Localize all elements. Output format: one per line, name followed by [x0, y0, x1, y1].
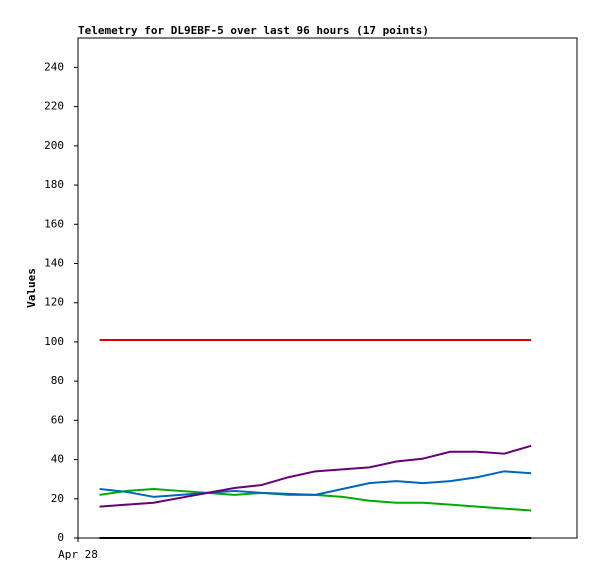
- x-tick-label: Apr 28: [58, 548, 98, 561]
- data-line: [99, 470, 532, 498]
- y-tick-label: 180: [44, 178, 64, 191]
- y-tick-label: 160: [44, 217, 64, 230]
- y-tick-label: 60: [51, 413, 64, 426]
- y-tick-label: 80: [51, 374, 64, 387]
- y-tick-label: 240: [44, 60, 64, 73]
- y-tick-label: 20: [51, 492, 64, 505]
- y-tick-label: 200: [44, 139, 64, 152]
- y-tick-label: 120: [44, 296, 64, 309]
- y-tick-label: 0: [57, 531, 64, 544]
- y-tick-label: 140: [44, 256, 64, 269]
- data-line: [99, 444, 532, 508]
- y-tick-label: 100: [44, 335, 64, 348]
- y-tick-label: 40: [51, 453, 64, 466]
- chart-title: Telemetry for DL9EBF-5 over last 96 hour…: [78, 24, 429, 37]
- y-axis-label: Values: [25, 268, 38, 308]
- y-tick-label: 220: [44, 100, 64, 113]
